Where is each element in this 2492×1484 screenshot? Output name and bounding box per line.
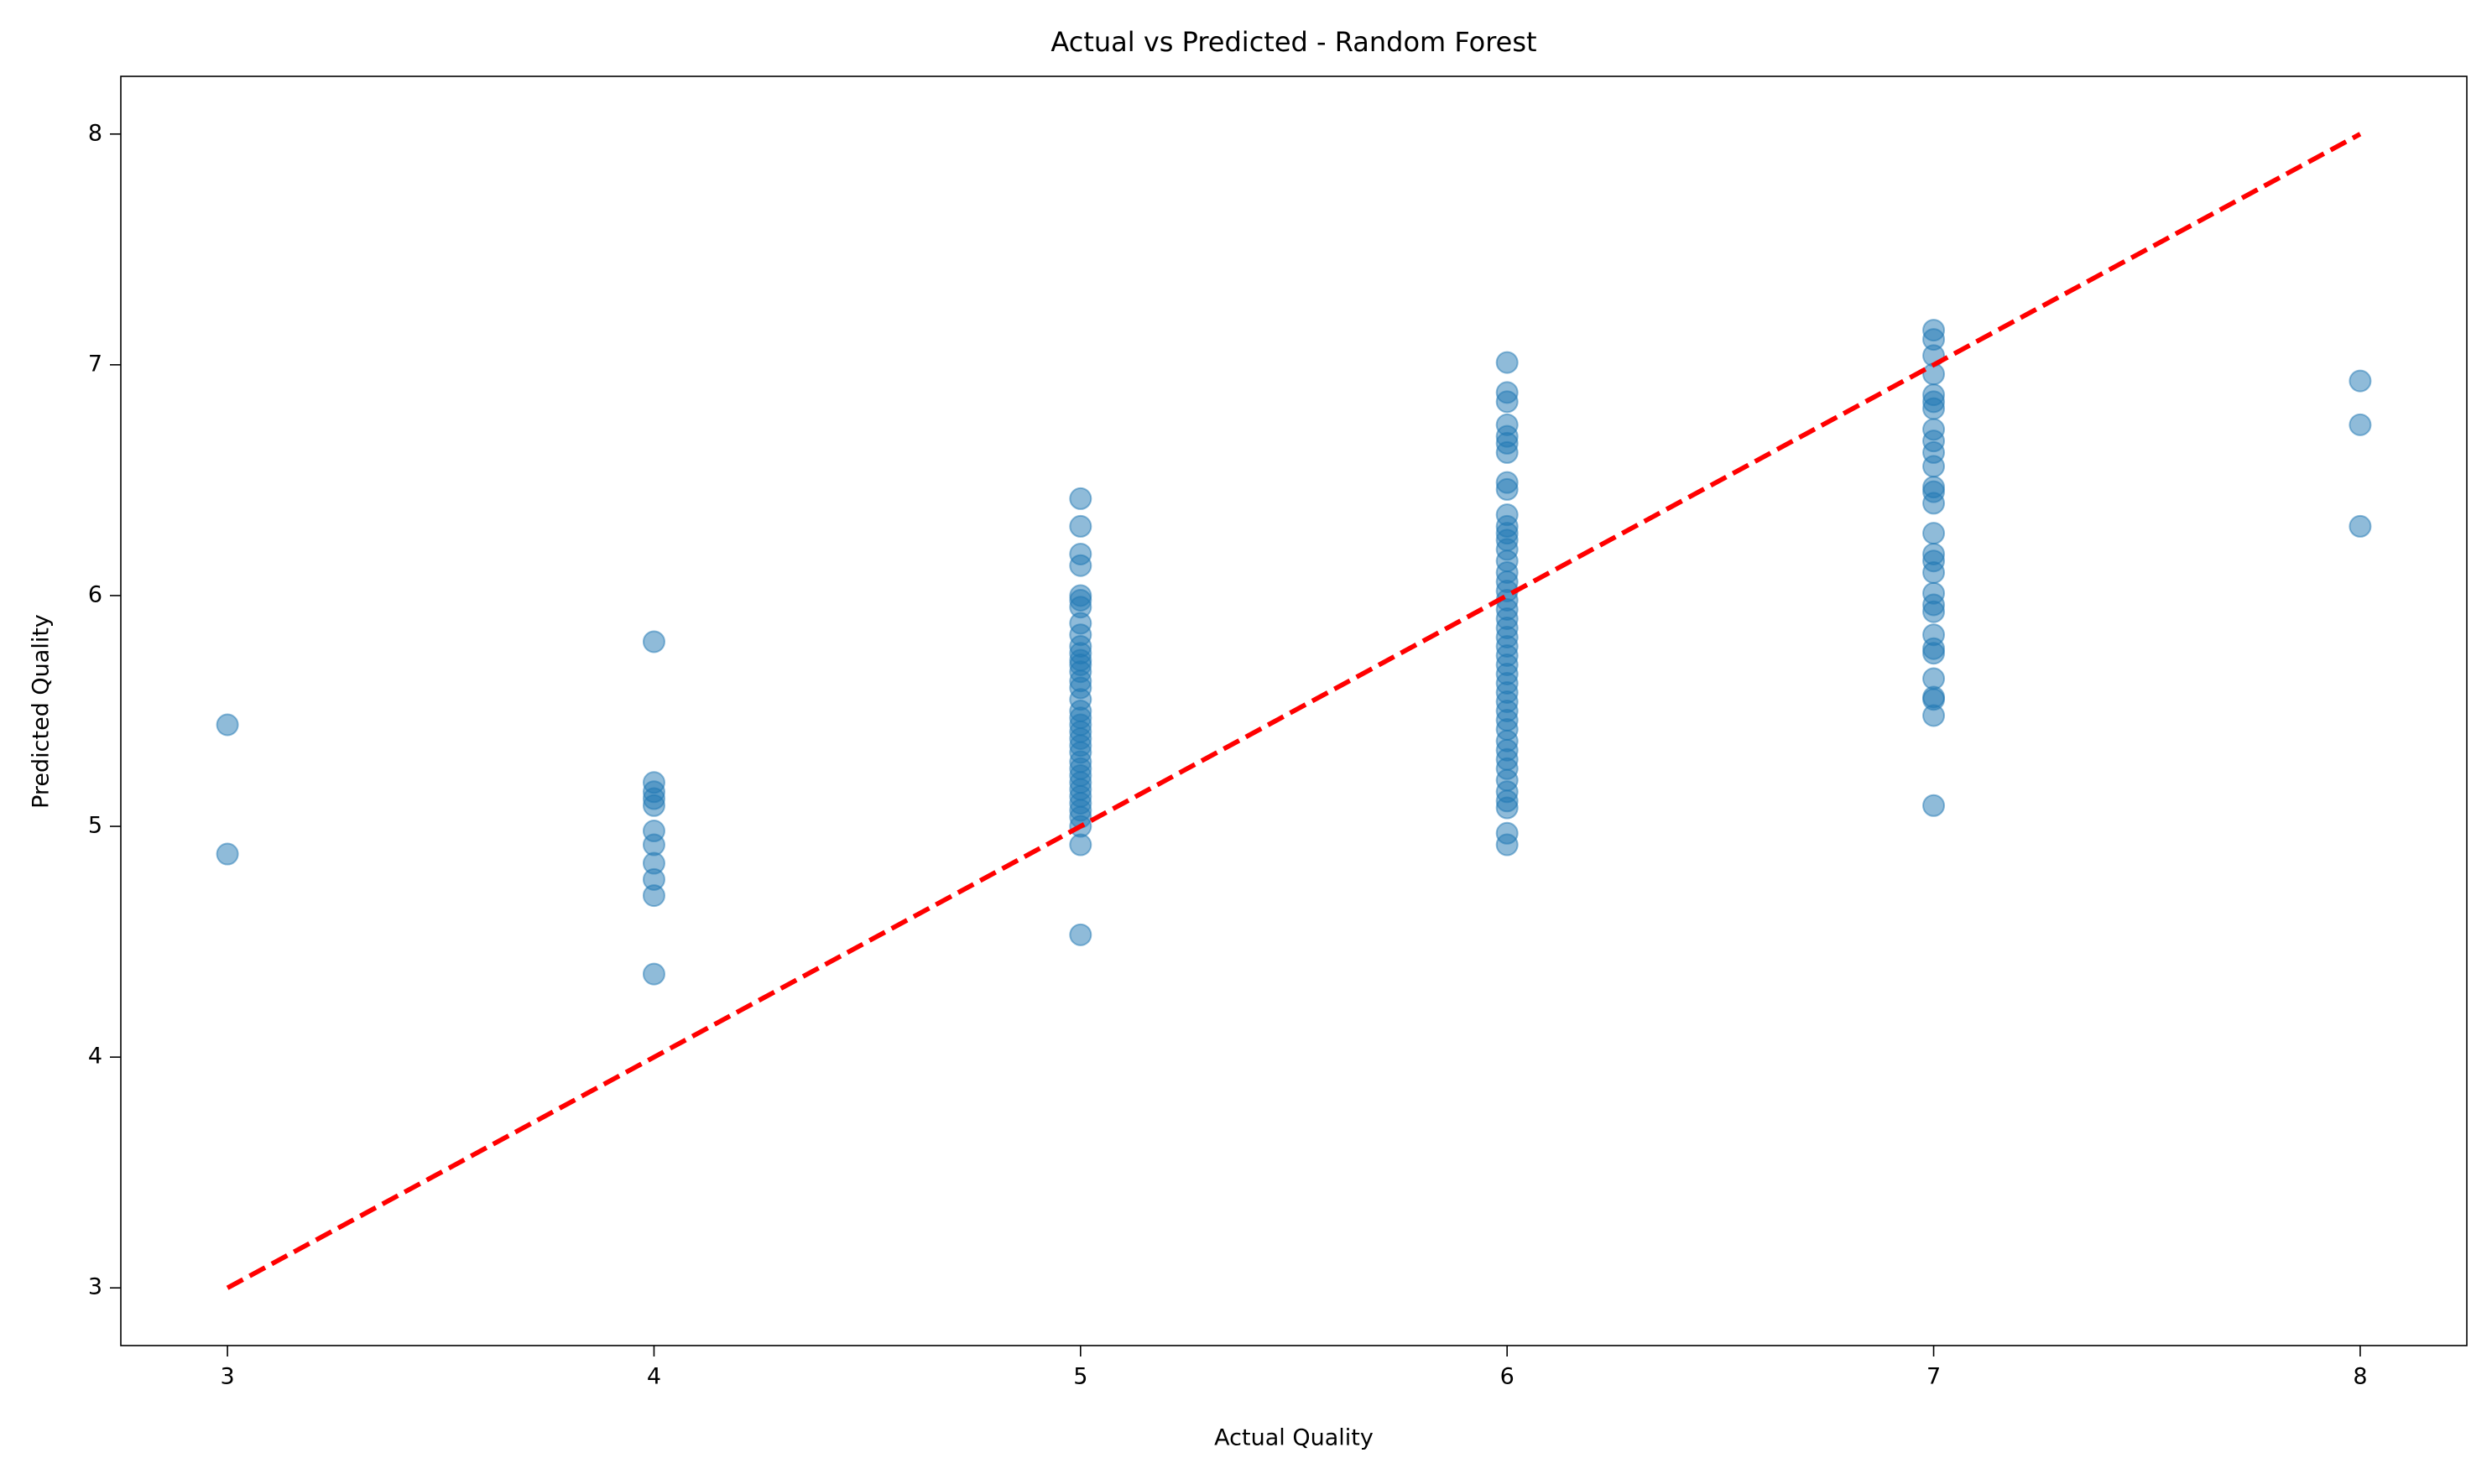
x-tick-label: 7 bbox=[1926, 1364, 1941, 1390]
point bbox=[642, 962, 665, 986]
x-tick-label: 5 bbox=[1073, 1364, 1087, 1390]
point bbox=[1069, 487, 1092, 510]
plot-frame bbox=[120, 76, 2468, 1346]
point bbox=[2349, 369, 2372, 393]
y-tick-label: 5 bbox=[88, 813, 102, 839]
x-axis-label: Actual Quality bbox=[1214, 1425, 1374, 1451]
y-tick-label: 3 bbox=[88, 1274, 102, 1300]
point bbox=[1922, 600, 1946, 623]
x-tick-label: 8 bbox=[2353, 1364, 2367, 1390]
point bbox=[1922, 397, 1946, 420]
y-tick-label: 4 bbox=[88, 1044, 102, 1070]
point bbox=[1495, 440, 1519, 464]
x-tick-label: 3 bbox=[220, 1364, 234, 1390]
y-tick-label: 6 bbox=[88, 581, 102, 607]
point bbox=[2349, 514, 2372, 538]
point bbox=[1495, 477, 1519, 501]
y-axis-label: Predicted Quality bbox=[29, 614, 55, 809]
point bbox=[1069, 923, 1092, 946]
point bbox=[1069, 833, 1092, 857]
point bbox=[642, 884, 665, 908]
point bbox=[1922, 642, 1946, 665]
point bbox=[1922, 522, 1946, 545]
y-tick-label: 7 bbox=[88, 351, 102, 377]
point bbox=[1495, 390, 1519, 414]
y-tick-label: 8 bbox=[88, 120, 102, 146]
point bbox=[1069, 554, 1092, 577]
point bbox=[642, 630, 665, 653]
x-tick-label: 6 bbox=[1500, 1364, 1514, 1390]
point bbox=[2349, 413, 2372, 436]
point bbox=[216, 842, 239, 866]
point bbox=[1922, 794, 1946, 817]
point bbox=[1922, 492, 1946, 515]
reference-line bbox=[226, 132, 2362, 1290]
chart-title: Actual vs Predicted - Random Forest bbox=[1050, 26, 1536, 58]
point bbox=[1495, 833, 1519, 857]
x-tick-label: 4 bbox=[647, 1364, 661, 1390]
point bbox=[642, 794, 665, 817]
point bbox=[1922, 560, 1946, 584]
point bbox=[1922, 704, 1946, 727]
point bbox=[216, 713, 239, 737]
point bbox=[1922, 455, 1946, 478]
point bbox=[1069, 514, 1092, 538]
point bbox=[1495, 351, 1519, 374]
point bbox=[1495, 796, 1519, 820]
